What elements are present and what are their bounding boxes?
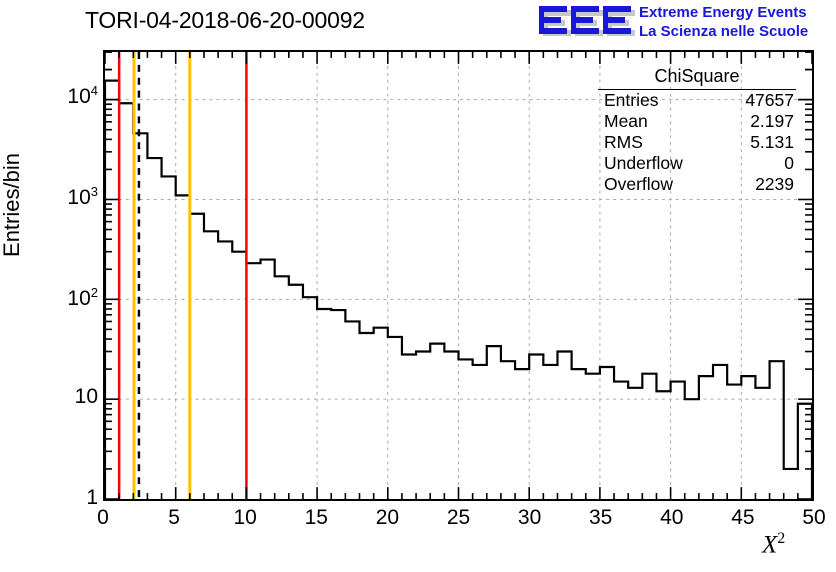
page-title: TORI-04-2018-06-20-00092 (85, 7, 365, 33)
x-axis-tick-label: 30 (517, 506, 542, 529)
x-axis-tick-label: 40 (660, 506, 684, 529)
stats-box: ChiSquare Entries 47657 Mean 2.197 RMS 5.131 U… (598, 66, 796, 195)
histogram-series (105, 79, 812, 499)
x-axis-tick-labels: 0 5 10 15 20 25 30 35 40 45 50 (0, 500, 836, 540)
x-axis-title-exponent: 2 (777, 530, 786, 547)
stats-row: RMS 5.131 (598, 132, 796, 153)
x-axis-title: X2 (762, 530, 785, 559)
y-axis-tick-label: 10 (74, 385, 98, 409)
stats-row-key: Underflow (604, 153, 683, 173)
stats-row-value: 2239 (755, 174, 794, 194)
x-axis-tick-label: 0 (97, 506, 109, 529)
cut-marker-lines (117, 52, 248, 499)
stats-box-title: ChiSquare (598, 66, 796, 90)
x-axis-tick-label: 20 (375, 506, 400, 529)
stats-row: Mean 2.197 (598, 111, 796, 132)
stats-row: Overflow 2239 (598, 174, 796, 195)
stats-row-key: RMS (604, 132, 643, 152)
y-axis-tick-label: 1 (86, 486, 98, 509)
stats-row-key: Overflow (604, 174, 674, 194)
x-axis-title-base: X (762, 531, 778, 559)
plot-frame (103, 50, 814, 501)
stats-row-value: 0 (784, 153, 794, 173)
stats-row: Entries 47657 (598, 90, 796, 111)
x-axis-tick-label: 25 (446, 506, 471, 529)
eee-logo-mark (539, 6, 635, 36)
y-axis-tick-labels: 1 10 102 103 104 (0, 0, 98, 572)
stats-row-key: Entries (604, 90, 659, 110)
stats-box-rows: Entries 47657 Mean 2.197 RMS 5.131 Underflow 0 O… (598, 90, 796, 195)
stats-row: Underflow 0 (598, 153, 796, 174)
x-axis-tick-label: 35 (589, 506, 613, 529)
eee-logo-text: Extreme Energy Events La Scienza nelle S… (639, 3, 835, 41)
stats-row-value: 5.131 (750, 132, 794, 152)
x-axis-tick-label: 5 (168, 506, 180, 529)
eee-tagline-2: La Scienza nelle Scuole (639, 23, 809, 40)
stats-row-value: 47657 (745, 90, 794, 110)
x-axis-tick-label: 10 (233, 506, 257, 529)
x-axis-tick-label: 50 (802, 506, 826, 529)
stats-row-value: 2.197 (750, 111, 794, 131)
y-axis-tick-label: 104 (67, 83, 98, 109)
y-axis-tick-label: 102 (67, 284, 98, 310)
eee-logo: Extreme Energy Events La Scienza nelle S… (539, 2, 833, 44)
stats-row-key: Mean (604, 111, 648, 131)
axis-tick-marks (105, 52, 812, 499)
x-axis-tick-label: 15 (304, 506, 328, 529)
eee-tagline-1: Extreme Energy Events (639, 4, 807, 21)
y-axis-tick-label: 103 (67, 183, 98, 209)
x-axis-tick-label: 45 (731, 506, 755, 529)
